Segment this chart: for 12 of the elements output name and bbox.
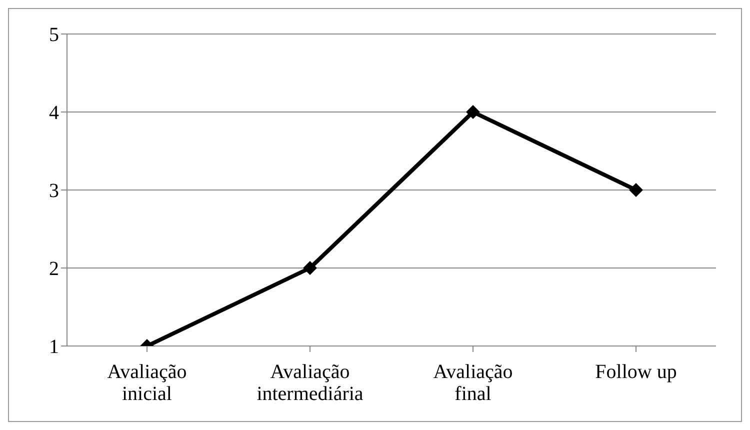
y-tick-label: 5 — [49, 24, 59, 46]
x-tick-label: Avaliação intermediária — [256, 361, 364, 405]
point — [466, 105, 480, 119]
y-tick-label: 3 — [49, 180, 59, 202]
x-tick-label: Avaliação final — [433, 361, 513, 405]
x-tick-label: Follow up — [595, 361, 677, 383]
y-tick-label: 2 — [49, 258, 59, 280]
y-tick-label: 4 — [49, 102, 59, 124]
point — [303, 261, 317, 275]
y-tick-label: 1 — [49, 336, 59, 358]
x-tick-label: Avaliação inicial — [107, 361, 187, 405]
point — [629, 183, 643, 197]
